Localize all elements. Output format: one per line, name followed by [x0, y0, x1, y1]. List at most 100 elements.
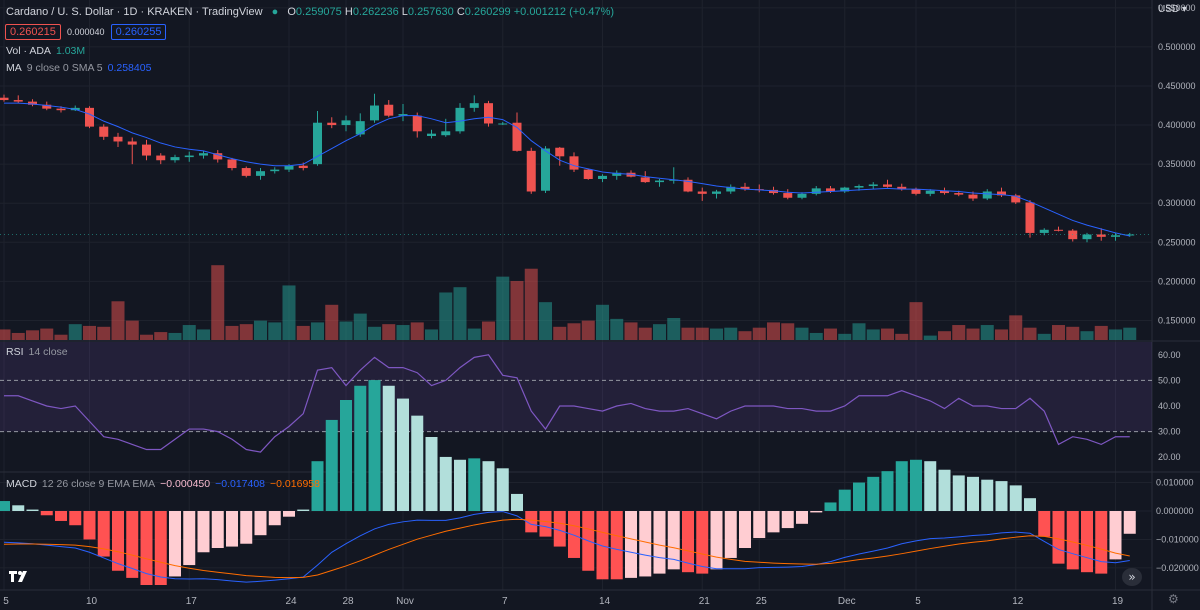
candle — [142, 139, 151, 161]
volume-bar — [239, 324, 253, 340]
macd-histogram-bar — [610, 511, 623, 580]
macd-legend[interactable]: MACD 12 26 close 9 EMA EMA −0.000450 −0.017… — [6, 478, 325, 490]
gear-icon[interactable]: ⚙ — [1168, 592, 1179, 606]
candle-body — [427, 133, 436, 136]
macd-histogram-bar — [568, 511, 580, 558]
volume-bar — [824, 328, 837, 340]
ma-legend[interactable]: MA 9 close 0 SMA 5 0.258405 — [6, 62, 156, 74]
candle-body — [284, 165, 294, 170]
macd-histogram-bar — [211, 511, 224, 548]
candle-body — [769, 189, 778, 194]
macd-histogram-bar — [183, 511, 196, 566]
macd-histogram-bar — [226, 511, 238, 547]
macd-histogram-bar — [511, 493, 523, 511]
time-tick-label: 12 — [1012, 596, 1024, 607]
volume-bar — [795, 327, 809, 340]
rsi-tick-label: 20.00 — [1158, 452, 1181, 462]
price-tick-label: 0.150000 — [1158, 315, 1196, 325]
scroll-to-latest-icon[interactable]: » — [1122, 568, 1142, 586]
volume-bar — [11, 332, 25, 340]
time-tick-label: 17 — [186, 596, 198, 607]
candle-body — [99, 126, 109, 137]
volume-bars — [0, 265, 1137, 340]
candle-body — [1039, 229, 1049, 233]
macd-histogram-bar — [1066, 511, 1079, 570]
price-axis: 0.550000 0.500000 0.450000 0.400000 0.350000… — [1156, 3, 1199, 573]
candle-body — [1054, 229, 1063, 231]
macd-histogram-bar — [824, 502, 837, 511]
candle — [227, 157, 237, 171]
rsi-tick-label: 50.00 — [1158, 375, 1181, 385]
macd-histogram-bar — [667, 511, 680, 570]
volume-bar — [325, 304, 339, 340]
volume-bar — [40, 328, 54, 340]
macd-histogram-bar — [69, 511, 82, 526]
candle-body — [612, 172, 622, 176]
candle — [897, 183, 907, 191]
macd-histogram-bar — [254, 511, 267, 536]
volume-bar — [710, 328, 723, 340]
tradingview-logo-icon[interactable] — [8, 568, 30, 584]
candle — [270, 167, 280, 174]
candle — [526, 147, 536, 194]
volume-bar — [1094, 325, 1108, 340]
macd-histogram-bar — [539, 511, 552, 537]
macd-histogram-bar — [995, 481, 1008, 511]
macd-histogram-bar — [553, 511, 566, 547]
macd-signal-value: −0.016958 — [270, 478, 320, 490]
candle-body — [797, 193, 807, 198]
volume-bar — [1009, 315, 1023, 340]
macd-histogram-bar — [1024, 498, 1036, 511]
macd-histogram-bar — [767, 511, 780, 533]
candle-body — [697, 191, 707, 194]
candle — [726, 184, 736, 194]
candle — [113, 132, 123, 147]
candle-body — [256, 171, 265, 176]
macd-signal-line — [3, 518, 1130, 579]
candle — [1111, 232, 1120, 241]
macd-histogram-bar — [938, 469, 951, 511]
candle-body — [355, 121, 365, 135]
price-tick-label: 0.200000 — [1158, 276, 1196, 286]
macd-histogram-bar — [895, 461, 908, 511]
rsi-tick-label: 40.00 — [1158, 401, 1181, 411]
macd-histogram-bar — [411, 415, 424, 511]
candle-body — [170, 157, 180, 161]
candle-body — [469, 103, 479, 108]
volume-bar — [510, 281, 524, 340]
macd-histogram-bar — [482, 461, 495, 511]
candle-body — [384, 104, 394, 116]
volume-bar — [767, 322, 780, 340]
candle — [569, 152, 579, 172]
sell-button[interactable]: 0.260215 — [5, 24, 61, 40]
rsi-band-fill — [0, 342, 1152, 432]
volume-bar — [524, 268, 538, 340]
macd-histogram-bar — [83, 511, 96, 540]
macd-histogram-bar — [952, 475, 965, 511]
rsi-legend[interactable]: RSI 14 close — [6, 346, 73, 358]
macd-histogram-bar — [55, 511, 67, 521]
volume-bar — [97, 326, 111, 340]
currency-selector[interactable]: USD ▾ — [1158, 4, 1187, 15]
candle — [170, 154, 180, 163]
candle — [427, 129, 436, 139]
high-label: H — [344, 6, 353, 18]
volume-bar — [268, 322, 282, 340]
symbol-title[interactable]: Cardano / U. S. Dollar · 1D · KRAKEN · T… — [6, 6, 263, 18]
candle — [85, 106, 94, 129]
close-value: 0.260299 — [464, 6, 511, 18]
candle-body — [854, 186, 864, 188]
volume-bar — [467, 328, 481, 340]
macd-histogram-bar — [397, 398, 409, 511]
volume-legend[interactable]: Vol · ADA 1.03M — [6, 45, 90, 57]
candle-body — [583, 169, 593, 179]
candle — [583, 168, 593, 180]
macd-histogram-bar — [682, 511, 694, 573]
ma-label: MA — [6, 62, 22, 74]
candle-body — [883, 184, 892, 187]
candle-body — [683, 179, 693, 192]
buy-button[interactable]: 0.260255 — [110, 24, 167, 40]
candle-body — [826, 188, 835, 192]
rsi-label: RSI — [6, 346, 24, 358]
